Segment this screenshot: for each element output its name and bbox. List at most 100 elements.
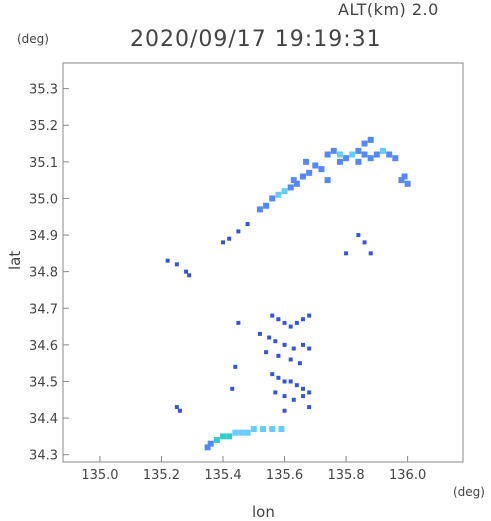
echo-point bbox=[312, 162, 319, 169]
echo-point bbox=[307, 390, 312, 395]
echo-point bbox=[269, 195, 276, 202]
echo-point bbox=[276, 317, 281, 322]
x-tick-label: 135.4 bbox=[204, 468, 241, 483]
echo-point bbox=[281, 188, 288, 195]
y-tick-label: 35.3 bbox=[29, 83, 58, 98]
echo-point bbox=[260, 426, 266, 433]
echo-point bbox=[221, 240, 225, 245]
echo-point bbox=[288, 357, 293, 362]
y-tick-label: 34.6 bbox=[29, 339, 58, 354]
echo-point bbox=[318, 166, 325, 173]
y-tick-label: 34.9 bbox=[29, 229, 58, 244]
echo-point bbox=[380, 147, 386, 154]
echo-point bbox=[238, 429, 245, 436]
echo-point bbox=[324, 177, 331, 184]
echo-point bbox=[177, 408, 182, 413]
echo-point bbox=[301, 394, 305, 399]
echo-point bbox=[275, 191, 282, 198]
echo-point bbox=[269, 426, 276, 433]
echo-point bbox=[276, 375, 281, 380]
echo-point bbox=[232, 429, 239, 436]
echo-point bbox=[293, 180, 300, 187]
echo-point bbox=[367, 136, 374, 143]
echo-point bbox=[282, 379, 287, 384]
echo-point bbox=[336, 158, 343, 165]
echo-point bbox=[294, 320, 299, 325]
echo-point bbox=[288, 324, 293, 329]
echo-point bbox=[250, 426, 257, 433]
echo-point bbox=[386, 151, 393, 158]
echo-point bbox=[355, 158, 362, 165]
echo-point bbox=[288, 379, 293, 384]
echo-point bbox=[300, 173, 306, 180]
x-tick-label: 135.8 bbox=[327, 468, 364, 483]
echo-point bbox=[270, 313, 275, 318]
echo-point bbox=[301, 317, 305, 322]
y-tick-label: 35.1 bbox=[29, 156, 58, 171]
echo-point bbox=[270, 372, 275, 377]
timestamp-title: 2020/09/17 19:19:31 bbox=[130, 27, 382, 52]
echo-point bbox=[307, 313, 312, 318]
echo-point bbox=[291, 346, 296, 351]
echo-point bbox=[297, 361, 302, 366]
x-tick-label: 135.0 bbox=[81, 468, 118, 483]
echo-point bbox=[245, 222, 250, 227]
echo-point bbox=[361, 151, 368, 158]
echo-point bbox=[174, 405, 179, 410]
echo-point bbox=[184, 269, 189, 274]
echo-point bbox=[368, 251, 373, 256]
altitude-label: ALT(km) 2.0 bbox=[338, 0, 439, 19]
y-tick-label: 34.4 bbox=[29, 412, 58, 427]
echo-point bbox=[290, 177, 297, 184]
echo-point bbox=[362, 240, 367, 245]
echo-point bbox=[278, 426, 285, 433]
echo-point bbox=[264, 350, 269, 355]
echo-point bbox=[236, 320, 241, 325]
x-tick-label: 135.6 bbox=[266, 468, 303, 483]
echo-point bbox=[356, 233, 361, 238]
x-tick-label: 135.2 bbox=[143, 468, 180, 483]
echo-point bbox=[349, 151, 356, 158]
echo-point bbox=[343, 155, 350, 162]
y-tick-label: 35.0 bbox=[29, 192, 58, 207]
echo-point bbox=[256, 206, 263, 213]
echo-point bbox=[227, 236, 232, 241]
y-tick-label: 34.3 bbox=[29, 449, 58, 464]
echo-points bbox=[165, 136, 411, 451]
y-tick-label: 34.7 bbox=[29, 302, 58, 317]
echo-point bbox=[282, 408, 287, 413]
echo-point bbox=[165, 258, 170, 263]
echo-point bbox=[207, 440, 214, 447]
echo-point bbox=[263, 202, 270, 209]
echo-point bbox=[282, 342, 287, 347]
echo-point bbox=[236, 229, 241, 234]
echo-point bbox=[307, 346, 312, 351]
echo-point bbox=[187, 273, 192, 278]
echo-point bbox=[213, 437, 220, 444]
echo-point bbox=[301, 386, 305, 391]
echo-point bbox=[373, 151, 380, 158]
echo-point bbox=[330, 147, 337, 154]
x-axis-unit: (deg) bbox=[453, 485, 485, 499]
echo-point bbox=[401, 173, 408, 180]
x-axis-label: lon bbox=[252, 503, 275, 521]
echo-point bbox=[282, 320, 287, 325]
echo-point bbox=[233, 364, 238, 369]
echo-point bbox=[398, 177, 405, 184]
echo-point bbox=[404, 180, 411, 187]
echo-point bbox=[273, 390, 278, 395]
y-tick-label: 34.5 bbox=[29, 375, 58, 390]
plot-frame bbox=[62, 62, 464, 463]
echo-point bbox=[244, 429, 251, 436]
echo-point bbox=[307, 405, 312, 410]
echo-point bbox=[282, 394, 287, 399]
echo-point bbox=[273, 339, 278, 344]
echo-point bbox=[257, 331, 262, 336]
y-tick-label: 35.2 bbox=[29, 119, 58, 134]
echo-point bbox=[367, 155, 374, 162]
echo-point bbox=[301, 342, 305, 347]
echo-point bbox=[336, 151, 343, 158]
x-tick-label: 136.0 bbox=[389, 468, 426, 483]
echo-point bbox=[276, 353, 281, 358]
echo-point bbox=[361, 140, 368, 147]
